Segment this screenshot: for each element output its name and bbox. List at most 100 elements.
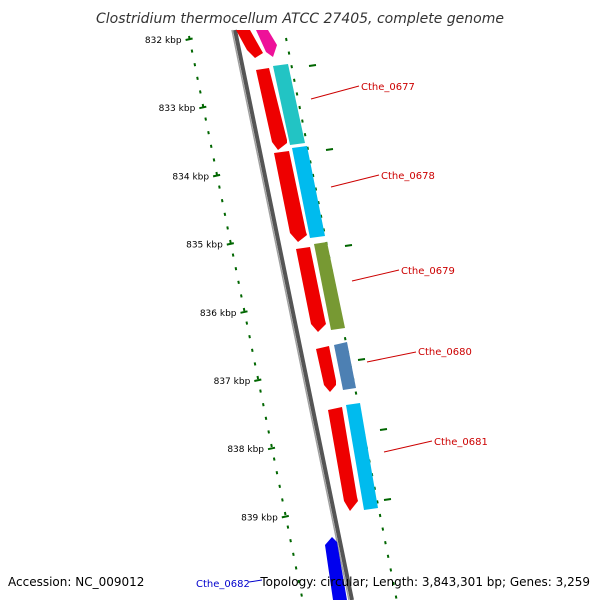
gene-arrow-red[interactable] [296, 247, 326, 332]
gene-arrow-pink[interactable] [256, 30, 277, 57]
feature-dash [379, 428, 388, 431]
ruler-dot [270, 443, 273, 448]
ruler-dot [196, 76, 199, 80]
feature-dot [314, 187, 318, 191]
ruler-major-tick [240, 310, 248, 314]
gene-callout-cthe-0680[interactable]: Cthe_0680 [366, 347, 472, 363]
ruler-major-tick [212, 173, 221, 178]
ruler-dot [204, 117, 207, 121]
feature-dot [306, 146, 309, 150]
ruler-dot [240, 294, 243, 298]
gene-arrow-red[interactable] [328, 407, 358, 511]
feature-dot [290, 65, 293, 69]
gene-arrow-blue[interactable] [325, 537, 347, 600]
ruler-dot [218, 185, 221, 189]
ruler-dot [286, 525, 290, 529]
feature-dot [378, 513, 382, 518]
ruler-dot [272, 457, 276, 461]
gene-arrow-red[interactable] [316, 346, 336, 392]
accession-label: Accession: NC_009012 [8, 575, 144, 589]
gene-arrow-olive[interactable] [314, 242, 345, 330]
feature-dot [317, 201, 320, 205]
feature-dot [322, 228, 326, 232]
ruler-dot [297, 579, 301, 584]
ruler-dot [237, 280, 240, 284]
feature-dot [373, 486, 376, 490]
feature-dot [389, 568, 393, 572]
feature-dot [343, 337, 347, 341]
sequence-backbone [231, 29, 354, 600]
ruler-tick-label: 839 kbp [241, 513, 278, 523]
ruler-major-tick [226, 242, 235, 246]
ruler-dot [281, 498, 284, 502]
gene-label-cthe-0681: Cthe_0681 [434, 437, 488, 448]
feature-dot [381, 527, 385, 531]
feature-dash [308, 64, 317, 67]
gene-arrow-steel[interactable] [334, 342, 356, 390]
gene-callout-cthe-0677[interactable]: Cthe_0677 [310, 82, 415, 100]
feature-dot [384, 541, 387, 545]
feature-dot [287, 51, 291, 55]
genome-title: Clostridium thermocellum ATCC 27405, com… [96, 11, 504, 27]
ruler-dot [215, 171, 218, 176]
gene-callout-cthe-0682[interactable]: Cthe_0682 [196, 579, 263, 590]
feature-dot [319, 214, 323, 218]
feature-dot [376, 500, 379, 504]
gene-callout-cthe-0681[interactable]: Cthe_0681 [383, 437, 488, 453]
feature-dash [325, 148, 334, 151]
gene-label-cthe-0678: Cthe_0678 [381, 171, 435, 182]
ruler-major-tick [267, 446, 276, 451]
ruler-dot [234, 267, 238, 271]
ruler-dot [253, 362, 257, 366]
ruler-dot [212, 158, 216, 162]
ruler-dot [256, 375, 260, 380]
ruler-tick-label: 834 kbp [172, 172, 209, 182]
ruler-dot [251, 348, 254, 352]
gene-arrow-red[interactable] [274, 151, 307, 242]
feature-dot [386, 554, 390, 558]
ruler-dot [226, 226, 229, 230]
ruler-dot [259, 389, 262, 393]
feature-dot [293, 78, 296, 82]
feature-dot [301, 119, 304, 123]
ruler-dot [283, 511, 287, 516]
feature-dot [394, 595, 398, 599]
ruler-dot [220, 199, 224, 203]
ruler-tick-label: 835 kbp [186, 241, 223, 251]
ruler-dot [267, 430, 270, 434]
feature-dash [357, 358, 366, 361]
ruler-major-tick [199, 105, 207, 110]
ruler-dot [231, 253, 235, 257]
ruler-dot [300, 593, 303, 597]
ruler-dot [199, 90, 202, 94]
gene-arrow-red[interactable] [256, 68, 287, 150]
gene-label-cthe-0677: Cthe_0677 [361, 82, 415, 93]
ruler-dot [248, 335, 251, 339]
topology-label: Topology: circular; Length: 3,843,301 bp… [259, 575, 590, 589]
ruler-major-tick [185, 37, 193, 41]
ruler-dot [292, 552, 295, 556]
ruler-dot [275, 471, 279, 475]
gene-label-cthe-0680: Cthe_0680 [418, 347, 472, 358]
feature-dot [392, 581, 395, 586]
ruler-dot [193, 63, 197, 67]
gene-track: Cthe_0677 Cthe_0678 Cthe_0679 Cthe_0680 … [196, 30, 488, 600]
gene-arrow-teal[interactable] [273, 64, 305, 145]
gene-arrow-sky[interactable] [346, 403, 378, 510]
gene-arrow-sky[interactable] [292, 146, 325, 238]
gene-callout-cthe-0678[interactable]: Cthe_0678 [330, 171, 435, 188]
ruler-dot [264, 416, 268, 420]
ruler-dot [209, 144, 213, 148]
feature-dash [344, 244, 353, 247]
ruler-dot [294, 566, 298, 570]
ruler-major-tick [281, 514, 290, 519]
ruler-tick-label: 833 kbp [159, 104, 196, 114]
ruler-major-tick [254, 378, 262, 382]
gene-arrow-red[interactable] [236, 30, 263, 58]
feature-dot [298, 105, 301, 110]
ruler-dot [245, 321, 249, 325]
gene-callout-cthe-0679[interactable]: Cthe_0679 [351, 266, 455, 282]
feature-dot [354, 391, 358, 395]
gene-label-cthe-0682: Cthe_0682 [196, 579, 250, 590]
ruler-dot [262, 403, 265, 407]
